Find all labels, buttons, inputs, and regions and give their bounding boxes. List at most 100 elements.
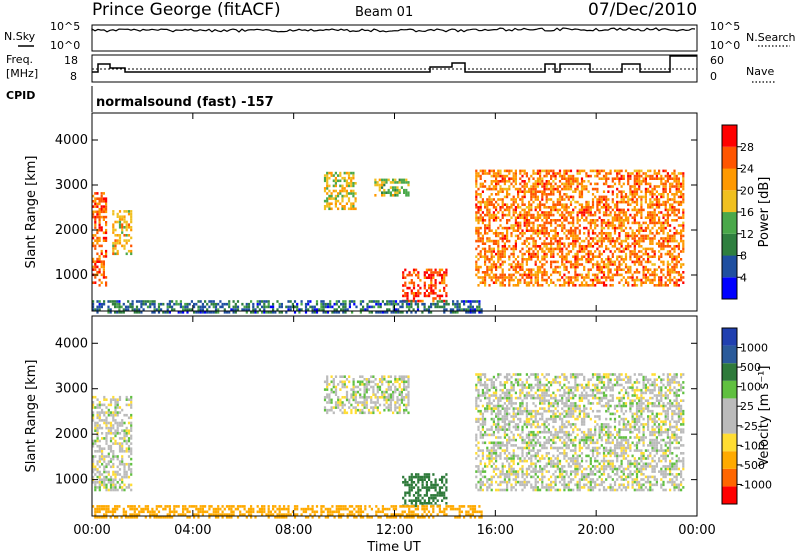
- data-cell: [543, 252, 546, 256]
- data-cell: [633, 177, 636, 180]
- data-cell: [114, 475, 117, 479]
- data-cell: [616, 237, 619, 240]
- data-cell: [519, 263, 522, 266]
- data-cell: [103, 398, 106, 401]
- data-cell: [330, 197, 333, 200]
- data-cell: [585, 211, 588, 214]
- data-cell: [598, 177, 601, 180]
- data-cell: [574, 260, 577, 264]
- data-cell: [514, 381, 517, 384]
- data-cell: [682, 174, 685, 178]
- data-cell: [492, 444, 495, 447]
- data-cell: [383, 390, 386, 394]
- data-cell: [100, 215, 103, 219]
- data-cell: [638, 174, 641, 178]
- data-cell: [479, 213, 482, 217]
- data-cell: [558, 180, 562, 183]
- data-cell: [602, 190, 606, 193]
- data-cell: [666, 219, 669, 222]
- data-cell: [558, 224, 562, 227]
- data-cell: [506, 174, 509, 178]
- data-cell: [503, 425, 506, 429]
- data-cell: [576, 216, 579, 219]
- data-cell: [561, 182, 564, 186]
- data-cell: [404, 281, 407, 285]
- data-cell: [660, 203, 663, 206]
- data-cell: [528, 221, 531, 225]
- data-cell: [508, 402, 511, 405]
- data-cell: [503, 213, 506, 217]
- data-cell: [616, 226, 619, 230]
- data-cell: [649, 182, 652, 186]
- data-cell: [591, 273, 595, 277]
- data-cell: [105, 475, 108, 479]
- data-cell: [123, 247, 126, 250]
- data-cell: [576, 211, 579, 214]
- data-cell: [486, 478, 489, 481]
- data-cell: [627, 247, 630, 251]
- data-cell: [407, 378, 410, 381]
- data-cell: [98, 284, 101, 287]
- data-cell: [525, 473, 528, 476]
- data-cell: [121, 228, 124, 232]
- data-cell: [633, 174, 636, 178]
- data-cell: [497, 441, 500, 445]
- data-cell: [417, 481, 420, 484]
- data-cell: [556, 265, 559, 269]
- data-cell: [574, 273, 577, 277]
- data-cell: [488, 454, 491, 458]
- data-cell: [611, 239, 614, 243]
- data-cell: [280, 311, 283, 314]
- data-cell: [618, 260, 621, 264]
- data-cell: [556, 278, 559, 282]
- data-cell: [339, 403, 342, 407]
- data-cell: [671, 219, 674, 222]
- data-cell: [484, 232, 487, 235]
- data-cell: [428, 294, 431, 298]
- data-cell: [633, 250, 636, 253]
- data-cell: [677, 177, 680, 180]
- data-cell: [476, 308, 479, 311]
- data-cell: [532, 224, 535, 227]
- data-cell: [574, 229, 577, 232]
- data-cell: [521, 200, 524, 204]
- data-cell: [410, 499, 413, 502]
- data-cell: [594, 213, 597, 217]
- data-cell: [640, 284, 643, 287]
- data-cell: [345, 385, 349, 389]
- data-cell: [121, 486, 124, 489]
- data-cell: [352, 184, 355, 188]
- data-cell: [682, 239, 685, 243]
- data-cell: [530, 198, 533, 201]
- data-cell: [651, 263, 654, 266]
- data-cell: [638, 208, 641, 212]
- data-cell: [536, 180, 539, 183]
- data-cell: [517, 454, 520, 458]
- data-cell: [510, 430, 513, 434]
- data-cell: [333, 311, 336, 314]
- data-cell: [329, 302, 332, 306]
- data-cell: [534, 245, 537, 248]
- data-cell: [114, 478, 117, 481]
- data-cell: [519, 457, 522, 460]
- data-cell: [499, 381, 502, 384]
- data-cell: [644, 265, 647, 269]
- data-cell: [565, 208, 568, 212]
- data-cell: [477, 174, 480, 178]
- data-cell: [565, 203, 568, 206]
- data-cell: [467, 300, 470, 303]
- data-cell: [561, 226, 564, 230]
- data-cell: [352, 192, 355, 195]
- data-cell: [458, 308, 461, 311]
- data-cell: [530, 278, 533, 282]
- data-cell: [131, 300, 134, 303]
- data-cell: [594, 273, 597, 277]
- data-cell: [484, 185, 487, 188]
- data-cell: [370, 311, 373, 314]
- data-cell: [618, 213, 621, 217]
- data-cell: [506, 486, 509, 489]
- data-cell: [653, 213, 656, 217]
- data-cell: [647, 190, 650, 193]
- data-cell: [501, 245, 504, 248]
- data-cell: [350, 176, 353, 180]
